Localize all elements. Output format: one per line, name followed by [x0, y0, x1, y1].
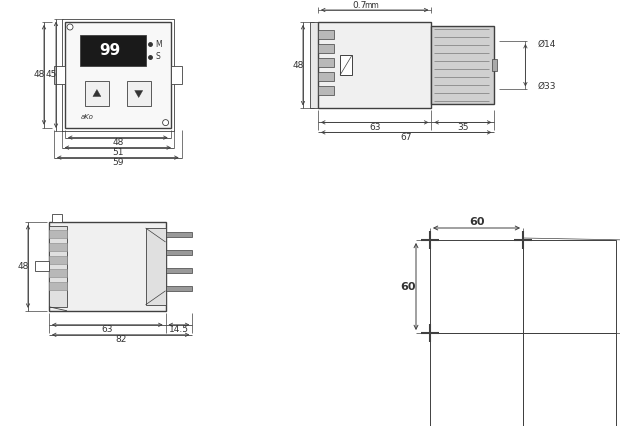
Polygon shape: [135, 90, 143, 98]
Bar: [49, 243, 67, 251]
Bar: [318, 44, 334, 53]
Bar: [430, 240, 523, 333]
Text: 35: 35: [457, 123, 469, 132]
Bar: [310, 22, 318, 108]
Text: 48: 48: [292, 60, 304, 70]
Text: 60: 60: [401, 282, 416, 291]
Bar: [146, 228, 166, 305]
Bar: [340, 55, 352, 75]
Bar: [49, 256, 67, 264]
Text: Ø14: Ø14: [538, 40, 556, 49]
Bar: [49, 222, 166, 311]
Text: 48: 48: [112, 138, 123, 147]
Bar: [318, 72, 334, 81]
Bar: [523, 333, 616, 426]
Text: 0.7: 0.7: [353, 2, 367, 11]
Bar: [166, 232, 192, 237]
Bar: [54, 66, 65, 83]
Text: S: S: [156, 52, 160, 61]
Bar: [126, 81, 151, 106]
Bar: [432, 26, 494, 104]
Text: M: M: [156, 40, 162, 49]
Bar: [81, 35, 146, 66]
Text: mm: mm: [365, 2, 379, 11]
Bar: [523, 240, 616, 333]
Bar: [170, 66, 182, 83]
Circle shape: [67, 24, 73, 30]
Bar: [65, 22, 170, 128]
Text: 59: 59: [112, 158, 123, 167]
Text: 14.5: 14.5: [169, 325, 189, 334]
Bar: [52, 214, 62, 222]
Bar: [492, 59, 497, 71]
Bar: [35, 262, 49, 271]
Text: 48: 48: [33, 70, 45, 79]
Bar: [62, 19, 174, 131]
Text: 51: 51: [112, 148, 123, 157]
Text: aKo: aKo: [81, 114, 94, 120]
Circle shape: [162, 120, 169, 126]
Text: 45: 45: [45, 70, 56, 79]
Polygon shape: [93, 89, 101, 97]
Bar: [166, 286, 192, 291]
Bar: [166, 268, 192, 273]
Bar: [49, 226, 67, 307]
Text: 67: 67: [401, 133, 412, 142]
Bar: [49, 230, 67, 238]
Bar: [318, 86, 334, 95]
Text: 82: 82: [115, 335, 126, 344]
Bar: [85, 81, 109, 106]
Text: 99: 99: [99, 43, 121, 58]
Bar: [318, 22, 432, 108]
Text: Ø33: Ø33: [538, 82, 556, 91]
Bar: [318, 30, 334, 39]
Bar: [430, 333, 523, 426]
Bar: [49, 269, 67, 277]
Bar: [49, 282, 67, 290]
Bar: [318, 58, 334, 67]
Bar: [166, 250, 192, 255]
Text: 63: 63: [102, 325, 113, 334]
Text: 63: 63: [369, 123, 381, 132]
Text: 48: 48: [17, 262, 29, 271]
Text: 60: 60: [469, 217, 484, 227]
